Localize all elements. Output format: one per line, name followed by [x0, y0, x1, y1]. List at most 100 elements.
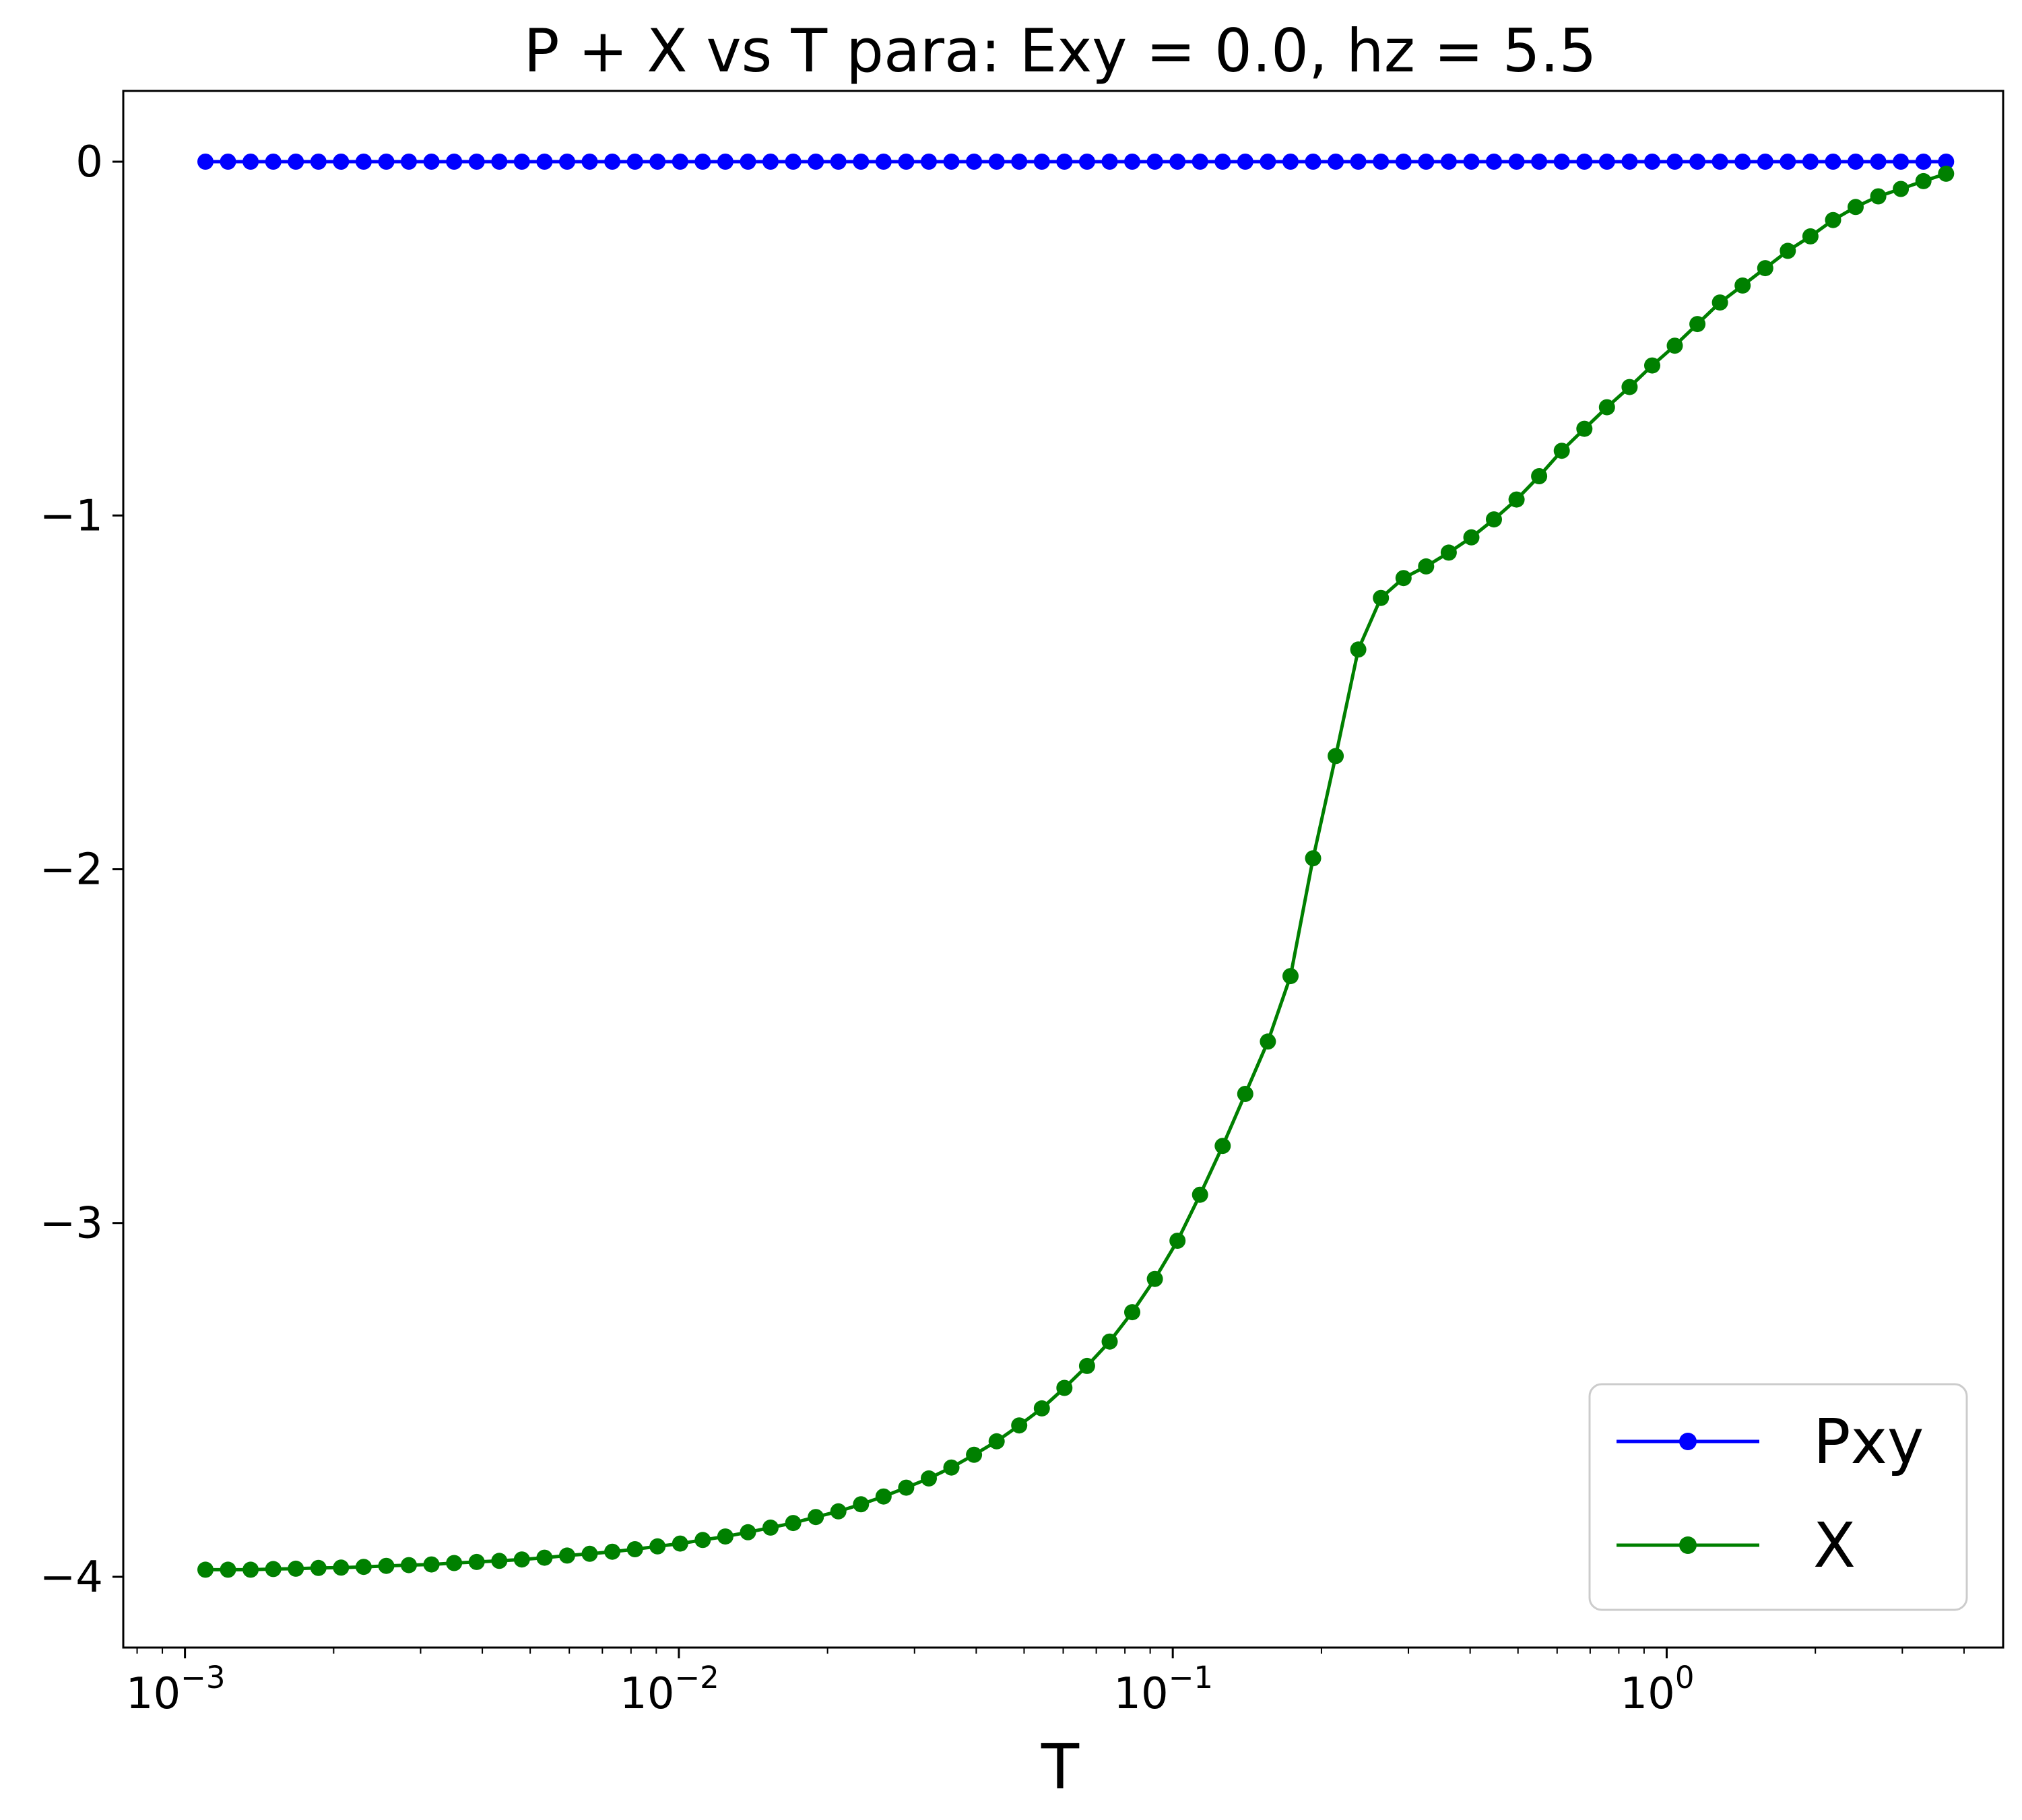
data-point: [1011, 1417, 1028, 1434]
y-tick-label: −1: [40, 491, 103, 541]
data-point: [446, 154, 463, 170]
series-x: [197, 165, 1955, 1578]
data-point: [1418, 154, 1435, 170]
data-point: [446, 1555, 463, 1571]
data-point: [1893, 154, 1910, 170]
data-point: [966, 1446, 983, 1463]
x-tick-exponent: −2: [674, 1660, 719, 1695]
data-point: [649, 1538, 666, 1555]
data-point: [1576, 420, 1593, 437]
data-point: [740, 1524, 756, 1540]
data-point: [265, 154, 282, 170]
data-point: [808, 154, 824, 170]
data-point: [626, 1541, 643, 1557]
data-point: [694, 154, 711, 170]
data-point: [921, 1470, 937, 1487]
data-point: [1621, 379, 1638, 395]
data-point: [1531, 154, 1548, 170]
data-point: [310, 1559, 327, 1576]
x-tick-exponent: 0: [1675, 1660, 1695, 1695]
data-point: [1802, 228, 1819, 245]
data-point: [626, 154, 643, 170]
data-point: [1214, 154, 1231, 170]
data-point: [355, 154, 372, 170]
data-point: [1078, 154, 1095, 170]
data-point: [1666, 337, 1683, 354]
data-point: [898, 1479, 915, 1496]
x-tick-exponent: −1: [1169, 1660, 1213, 1695]
data-point: [1260, 154, 1276, 170]
data-point: [898, 154, 915, 170]
data-point: [785, 154, 802, 170]
y-tick-label: −3: [40, 1199, 103, 1249]
data-point: [513, 1551, 530, 1568]
data-point: [265, 1561, 282, 1578]
data-point: [988, 154, 1005, 170]
data-point: [401, 1557, 417, 1573]
data-point: [672, 1535, 688, 1552]
data-point: [559, 1547, 575, 1564]
data-point: [423, 154, 440, 170]
data-point: [468, 154, 485, 170]
y-tick-label: −2: [40, 845, 103, 895]
data-point: [1553, 443, 1570, 459]
chart-title: P + X vs T para: Exy = 0.0, hz = 5.5: [523, 16, 1596, 86]
data-point: [288, 154, 304, 170]
data-point: [1192, 154, 1208, 170]
data-point: [1463, 529, 1480, 546]
data-point: [1553, 154, 1570, 170]
data-point: [1893, 181, 1910, 197]
data-point: [559, 154, 575, 170]
data-point: [242, 1561, 259, 1578]
data-point: [220, 1561, 236, 1578]
data-point: [1146, 154, 1163, 170]
data-point: [1938, 154, 1955, 170]
data-point: [1486, 154, 1502, 170]
data-point: [1033, 154, 1050, 170]
data-point: [1621, 154, 1638, 170]
data-point: [1870, 154, 1887, 170]
data-point: [966, 154, 983, 170]
data-point: [1711, 294, 1728, 311]
data-point: [762, 154, 779, 170]
data-point: [1598, 154, 1615, 170]
data-point: [1644, 154, 1660, 170]
legend-marker: [1679, 1536, 1697, 1554]
data-point: [604, 1543, 621, 1560]
data-point: [1757, 154, 1773, 170]
data-point: [491, 1553, 508, 1569]
data-point: [1870, 188, 1887, 205]
data-point: [536, 154, 553, 170]
data-point: [1463, 154, 1480, 170]
ticks: 0−1−2−3−410−3 10−2 10−1 100: [40, 137, 1965, 1719]
data-point: [1689, 316, 1706, 333]
data-point: [1237, 154, 1253, 170]
data-point: [1848, 154, 1864, 170]
x-tick-base: 10: [620, 1669, 674, 1719]
x-tick-exponent: −3: [181, 1660, 225, 1695]
data-point: [1011, 154, 1028, 170]
data-point: [875, 1488, 892, 1505]
data-point: [1757, 260, 1773, 277]
data-point: [581, 1545, 598, 1562]
data-point: [1237, 1086, 1253, 1102]
data-point: [197, 1561, 214, 1578]
data-point: [717, 154, 733, 170]
data-point: [1848, 199, 1864, 216]
data-point: [694, 1532, 711, 1549]
data-point: [1418, 558, 1435, 575]
data-point: [1440, 154, 1457, 170]
x-tick-base: 10: [126, 1669, 181, 1719]
data-point: [785, 1515, 802, 1532]
data-point: [1825, 212, 1841, 228]
data-point: [310, 154, 327, 170]
data-point: [1033, 1400, 1050, 1417]
legend-marker: [1679, 1433, 1697, 1450]
data-point: [1260, 1033, 1276, 1050]
data-point: [1486, 511, 1502, 528]
data-point: [1124, 1304, 1140, 1321]
data-point: [1169, 154, 1186, 170]
data-point: [355, 1559, 372, 1575]
data-point: [762, 1519, 779, 1536]
data-point: [491, 154, 508, 170]
